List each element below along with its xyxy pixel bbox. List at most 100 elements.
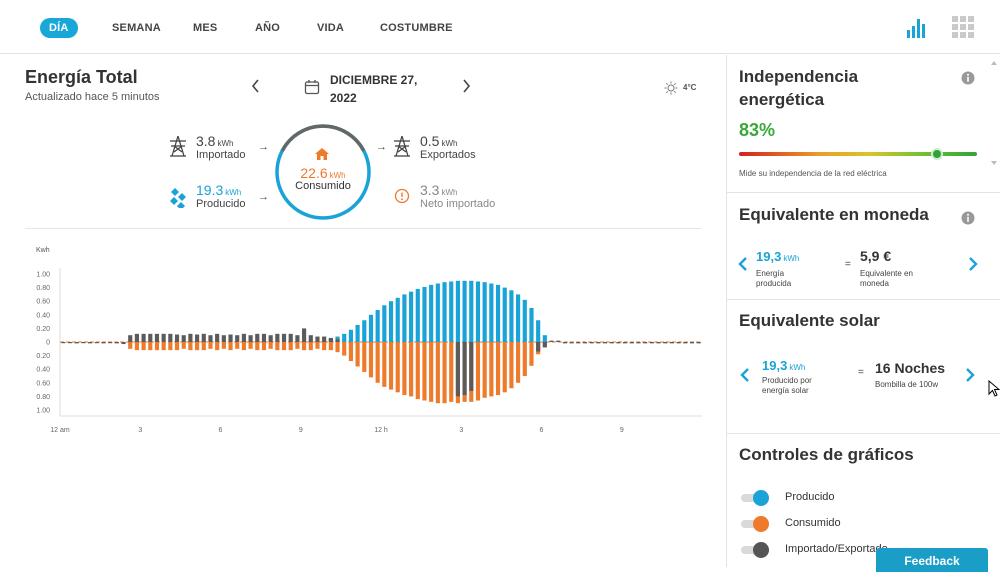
chart-xtick-label: 12 h [374, 427, 388, 434]
money-value-group: 19,3 kWh [756, 249, 799, 264]
money-result-label: Equivalente en moneda [860, 269, 913, 289]
toggle-knob [753, 490, 769, 506]
home-icon [315, 148, 329, 160]
toggle-track [741, 520, 761, 528]
tab-costumbre[interactable]: COSTUMBRE [380, 22, 453, 34]
chart-bar [295, 342, 300, 349]
chart-bar [589, 342, 594, 344]
info-icon[interactable] [961, 211, 975, 225]
feedback-button[interactable]: Feedback [876, 548, 988, 572]
chart-bar [429, 342, 434, 402]
money-label-line2: producida [756, 279, 792, 288]
chart-bar [134, 342, 139, 351]
scroll-down-icon[interactable] [990, 160, 998, 166]
chevron-right-icon [463, 79, 471, 93]
solar-value-group: 19,3 kWh [762, 358, 805, 373]
chart-bar [375, 342, 380, 383]
net-imported-value: 3.3 [420, 182, 440, 198]
chart-bar [495, 342, 501, 396]
chart-bar [241, 333, 246, 342]
mouse-cursor-icon [988, 380, 1000, 397]
chart-bar [335, 342, 340, 353]
chart-bar [355, 342, 360, 367]
next-date-button[interactable] [459, 77, 473, 95]
chart-bar [255, 333, 260, 342]
money-next-button[interactable] [967, 255, 979, 279]
chart-bar [495, 284, 501, 342]
chart-bar [108, 342, 113, 344]
chart-bar [388, 342, 394, 390]
chart-ytick-label: 0.60 [36, 299, 50, 306]
chart-bar [288, 333, 293, 342]
tab-semana[interactable]: SEMANA [112, 22, 161, 34]
chart-bar [442, 342, 447, 404]
chart-bar [215, 333, 220, 342]
controls-title: Controles de gráficos [739, 445, 914, 464]
prev-date-button[interactable] [249, 77, 263, 95]
toggle-knob [753, 516, 769, 532]
chart-bar [221, 335, 226, 342]
bar-chart-icon[interactable] [906, 16, 928, 38]
solar-value: 19,3 [762, 358, 788, 373]
chart-bar [502, 287, 507, 342]
chart-bar [201, 342, 206, 351]
power-tower-export-icon [394, 135, 410, 157]
chart-ytick-label: 0.40 [36, 312, 50, 319]
chart-bar [168, 333, 173, 342]
chart-bar [422, 286, 427, 342]
energy-panel: Energía Total Actualizado hace 5 minutos… [0, 55, 726, 567]
tab-dia[interactable]: DÍA [40, 18, 78, 38]
solar-next-button[interactable] [964, 366, 976, 390]
chart-bar [415, 288, 420, 342]
money-title: Equivalente en moneda [739, 205, 929, 224]
chart-bar [362, 320, 367, 342]
chart-bar [415, 342, 420, 400]
consumed-value: 22.6 [300, 165, 328, 181]
solar-result-label: Bombilla de 100w [875, 380, 939, 389]
net-imported-unit: kWh [441, 188, 458, 197]
chart-bar [315, 336, 320, 342]
consumed-label: Consumido [295, 180, 351, 192]
chart-ytick-label: 0.80 [36, 285, 50, 292]
tab-mes[interactable]: MES [193, 22, 218, 34]
imported-unit: kWh [217, 139, 234, 148]
chart-bar [509, 290, 514, 342]
chart-bar [174, 334, 180, 342]
calendar-icon[interactable] [304, 79, 320, 95]
scroll-up-icon[interactable] [990, 60, 998, 66]
imported-value: 3.8 [196, 133, 216, 149]
chart-bar [368, 342, 374, 378]
chart-bar [328, 337, 333, 342]
produced-label: Producido [196, 198, 246, 210]
toggle-knob [753, 542, 769, 558]
chart-bar [536, 320, 541, 342]
tab-ano[interactable]: AÑO [255, 22, 281, 34]
chart-bar [268, 335, 273, 342]
solar-equals: = [858, 367, 864, 378]
chart-bar [469, 280, 474, 342]
money-result: 5,9 € [860, 248, 892, 264]
money-label: Energía producida [756, 269, 791, 289]
info-icon[interactable] [961, 71, 975, 85]
chart-bar [302, 328, 307, 342]
grid-apps-icon[interactable] [952, 16, 974, 38]
chart-xtick-label: 12 am [50, 427, 70, 434]
chart-bar [455, 280, 460, 342]
solar-label: Producido por energía solar [762, 376, 812, 396]
top-nav: DÍA SEMANA MES AÑO VIDA COSTUMBRE [0, 0, 1000, 54]
chart-bar [536, 342, 541, 352]
chart-bar [255, 342, 260, 351]
energy-bar-chart[interactable]: Kwh 1.00 0.80 0.60 0.40 0.20 0 0.20 0.40 0.60 0.80… [20, 240, 710, 440]
tab-vida[interactable]: VIDA [317, 22, 345, 34]
solar-prev-button[interactable] [739, 366, 751, 390]
money-prev-button[interactable] [737, 255, 749, 279]
date-label[interactable]: DICIEMBRE 27, 2022 [330, 71, 440, 107]
toggle-track [741, 494, 761, 502]
imported-value-group: 3.8 kWh [196, 133, 233, 149]
chart-bar [208, 342, 213, 349]
chart-bar [683, 342, 688, 344]
power-tower-icon [170, 135, 186, 157]
chart-bar [248, 342, 253, 349]
chart-bar [395, 342, 400, 393]
chart-bar [616, 342, 621, 344]
